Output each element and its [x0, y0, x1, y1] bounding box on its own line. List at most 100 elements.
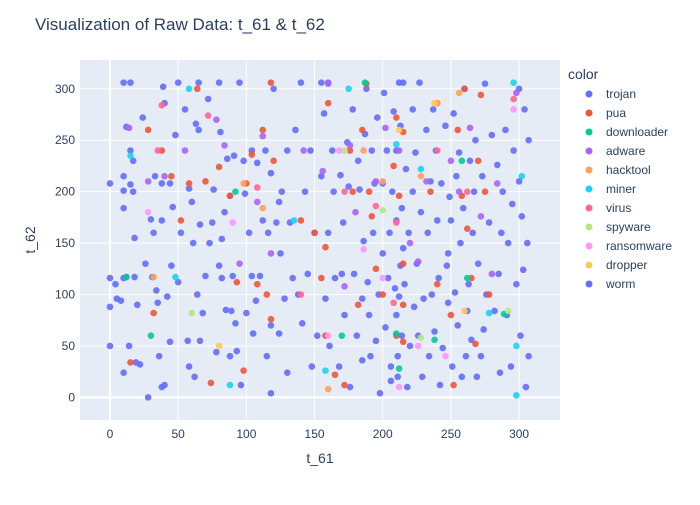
data-point — [213, 116, 220, 123]
series-ransomware — [144, 106, 517, 391]
data-point — [307, 147, 314, 154]
data-point — [398, 332, 406, 339]
data-point — [136, 361, 144, 368]
data-point — [158, 101, 166, 109]
data-point — [447, 311, 455, 319]
data-point — [399, 260, 407, 267]
legend-marker — [585, 261, 593, 269]
data-point — [341, 311, 348, 319]
legend-item-ransomware[interactable]: ransomware — [585, 239, 673, 253]
legend-marker — [585, 147, 593, 155]
data-point — [297, 79, 305, 86]
data-point — [249, 330, 257, 337]
data-point — [372, 265, 380, 273]
y-tick-labels: 0 50 100 150 200 250 300 — [55, 82, 75, 405]
data-point — [427, 188, 434, 195]
data-point — [457, 239, 464, 247]
data-point — [153, 287, 160, 294]
legend-item-downloader[interactable]: downloader — [585, 125, 669, 139]
data-point — [393, 141, 400, 148]
data-point — [398, 204, 406, 212]
data-point — [281, 295, 288, 302]
data-point — [117, 297, 125, 304]
data-point — [405, 229, 412, 237]
data-point — [193, 85, 201, 93]
data-point — [436, 381, 444, 389]
data-point — [172, 131, 179, 139]
data-point — [394, 352, 402, 360]
data-point — [463, 225, 471, 232]
data-point — [466, 124, 474, 132]
data-point — [204, 112, 212, 119]
x-tick-label: 200 — [373, 427, 393, 441]
y-tick-label: 0 — [68, 390, 75, 404]
legend-item-pua[interactable]: pua — [585, 106, 627, 120]
data-point — [395, 126, 403, 134]
series-downloader — [123, 79, 508, 372]
data-point — [448, 363, 456, 370]
data-point — [161, 381, 168, 389]
y-tick-label: 250 — [55, 133, 75, 147]
data-point — [324, 80, 332, 87]
data-point — [454, 322, 462, 329]
legend-item-miner[interactable]: miner — [585, 182, 637, 196]
legend-item-virus[interactable]: virus — [585, 201, 632, 215]
data-point — [127, 152, 134, 159]
legend-item-dropper[interactable]: dropper — [585, 258, 648, 272]
data-point — [388, 188, 396, 195]
data-point — [181, 106, 189, 113]
data-point — [256, 272, 264, 280]
data-point — [106, 303, 114, 311]
data-point — [477, 213, 485, 220]
data-point — [169, 203, 177, 211]
data-point — [125, 342, 133, 350]
data-point — [283, 147, 291, 154]
data-point — [418, 373, 426, 381]
legend-item-spyware[interactable]: spyware — [585, 220, 652, 234]
legend-marker — [585, 128, 593, 136]
data-point — [365, 188, 373, 195]
legend-marker — [585, 204, 593, 212]
legend[interactable]: trojan pua downloader adware hacktool miner vi… — [585, 87, 673, 291]
data-point — [221, 208, 228, 216]
data-point — [450, 110, 457, 117]
data-point — [346, 147, 354, 154]
data-point — [491, 307, 498, 315]
series-trojan — [106, 79, 532, 401]
data-point — [435, 274, 442, 282]
data-point — [339, 219, 347, 226]
x-axis-title: t_61 — [306, 450, 333, 466]
x-tick-label: 250 — [441, 427, 461, 441]
data-point — [215, 262, 223, 270]
data-point — [112, 280, 119, 288]
data-point — [523, 239, 531, 247]
data-point — [127, 181, 134, 188]
data-point — [267, 389, 275, 397]
data-point — [477, 91, 485, 99]
data-point — [453, 172, 460, 180]
data-point — [515, 178, 523, 185]
data-point — [402, 165, 410, 173]
data-point — [442, 352, 449, 360]
data-point — [368, 147, 376, 154]
legend-item-worm[interactable]: worm — [585, 277, 636, 291]
data-point — [144, 126, 152, 134]
legend-item-adware[interactable]: adware — [585, 144, 646, 158]
data-point — [248, 272, 256, 280]
x-tick-label: 150 — [305, 427, 325, 441]
legend-item-trojan[interactable]: trojan — [585, 87, 637, 101]
legend-item-hacktool[interactable]: hacktool — [585, 163, 651, 177]
data-point — [185, 185, 193, 192]
data-point — [144, 178, 152, 185]
legend-marker — [585, 280, 593, 288]
data-point — [270, 157, 277, 165]
data-point — [174, 79, 182, 86]
data-point — [127, 359, 134, 366]
data-point — [120, 187, 127, 194]
data-point — [458, 373, 466, 381]
data-point — [273, 219, 280, 226]
legend-marker — [585, 223, 593, 231]
data-point — [442, 122, 449, 130]
data-point — [365, 311, 373, 319]
data-point — [144, 208, 152, 216]
